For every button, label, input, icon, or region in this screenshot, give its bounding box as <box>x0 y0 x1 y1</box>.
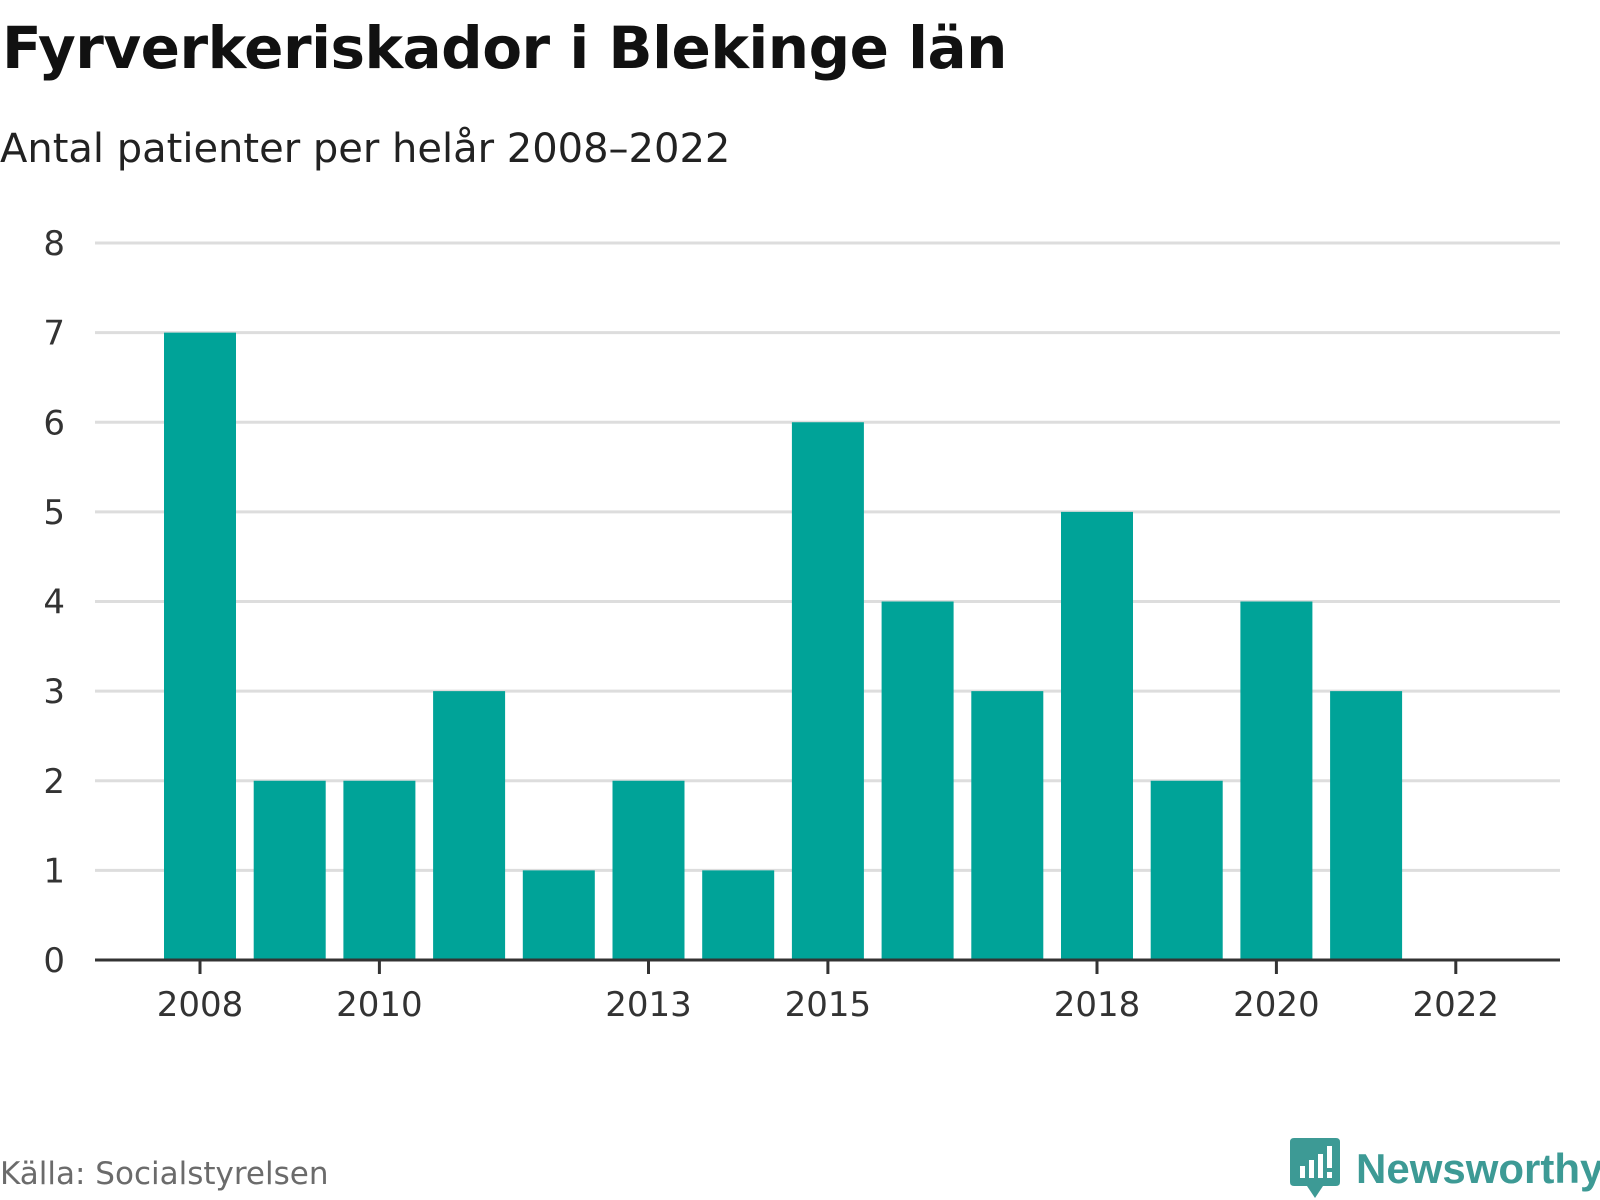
x-tick-label: 2022 <box>1413 985 1500 1025</box>
bar-2016 <box>881 601 954 960</box>
y-tick-label: 6 <box>43 403 65 443</box>
bar-2021 <box>1330 691 1403 960</box>
bar-chart: 0 1 2 3 4 5 6 7 8 2008 2010 2013 2015 2018 2020 2022 <box>43 224 1560 1025</box>
x-tick-label: 2018 <box>1054 985 1141 1025</box>
bar-2010 <box>343 780 416 960</box>
x-tick-label: 2013 <box>605 985 692 1025</box>
x-tick-label: 2015 <box>785 985 872 1025</box>
bar-2015 <box>791 422 864 960</box>
x-tick-label: 2020 <box>1233 985 1320 1025</box>
bar-2008 <box>164 332 236 960</box>
bar-2013 <box>612 780 685 960</box>
y-tick-label: 7 <box>43 314 65 354</box>
bar-2018 <box>1061 511 1133 960</box>
y-tick-label: 5 <box>43 493 65 533</box>
bar-2012 <box>522 870 595 960</box>
chart-subtitle: Antal patienter per helår 2008–2022 <box>0 126 731 172</box>
y-tick-label: 1 <box>43 851 65 891</box>
newsworthy-logo-icon <box>1290 1138 1340 1198</box>
y-tick-label: 8 <box>43 224 65 264</box>
chart-title: Fyrverkeriskador i Blekinge län <box>2 14 1007 82</box>
x-tick-label: 2010 <box>336 985 423 1025</box>
y-tick-label: 3 <box>43 672 65 712</box>
bar-2011 <box>433 691 506 960</box>
x-tick-label: 2008 <box>157 985 244 1025</box>
bar-2017 <box>971 691 1044 960</box>
bars <box>164 332 1403 960</box>
y-tick-label: 0 <box>43 941 65 981</box>
y-axis-ticks: 0 1 2 3 4 5 6 7 8 <box>43 224 65 981</box>
bar-2020 <box>1240 601 1313 960</box>
bar-2014 <box>702 870 775 960</box>
x-axis: 2008 2010 2013 2015 2018 2020 2022 <box>95 958 1560 1025</box>
bar-2009 <box>253 780 326 960</box>
brand-name: Newsworthy <box>1356 1145 1600 1192</box>
brand: Newsworthy <box>1290 1138 1600 1200</box>
bar-2019 <box>1150 780 1223 960</box>
y-tick-label: 2 <box>43 762 65 802</box>
source-note: Källa: Socialstyrelsen <box>0 1156 329 1192</box>
y-tick-label: 4 <box>43 583 65 623</box>
